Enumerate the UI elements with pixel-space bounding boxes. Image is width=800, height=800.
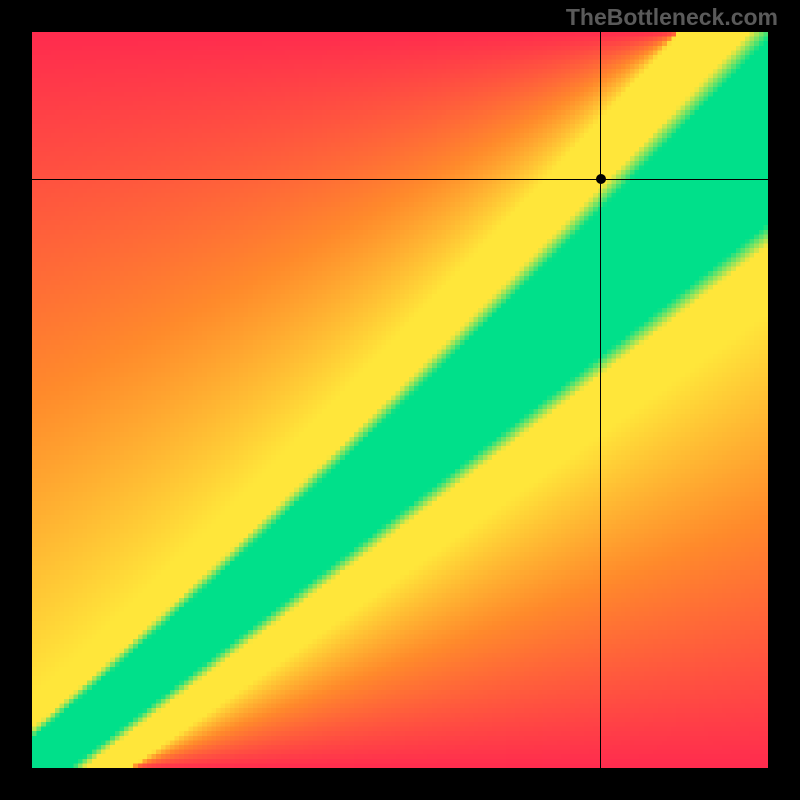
bottleneck-heatmap	[32, 32, 768, 768]
watermark-text: TheBottleneck.com	[566, 4, 778, 31]
crosshair-vertical	[600, 32, 601, 768]
crosshair-horizontal	[0, 179, 800, 180]
chart-container: TheBottleneck.com	[0, 0, 800, 800]
